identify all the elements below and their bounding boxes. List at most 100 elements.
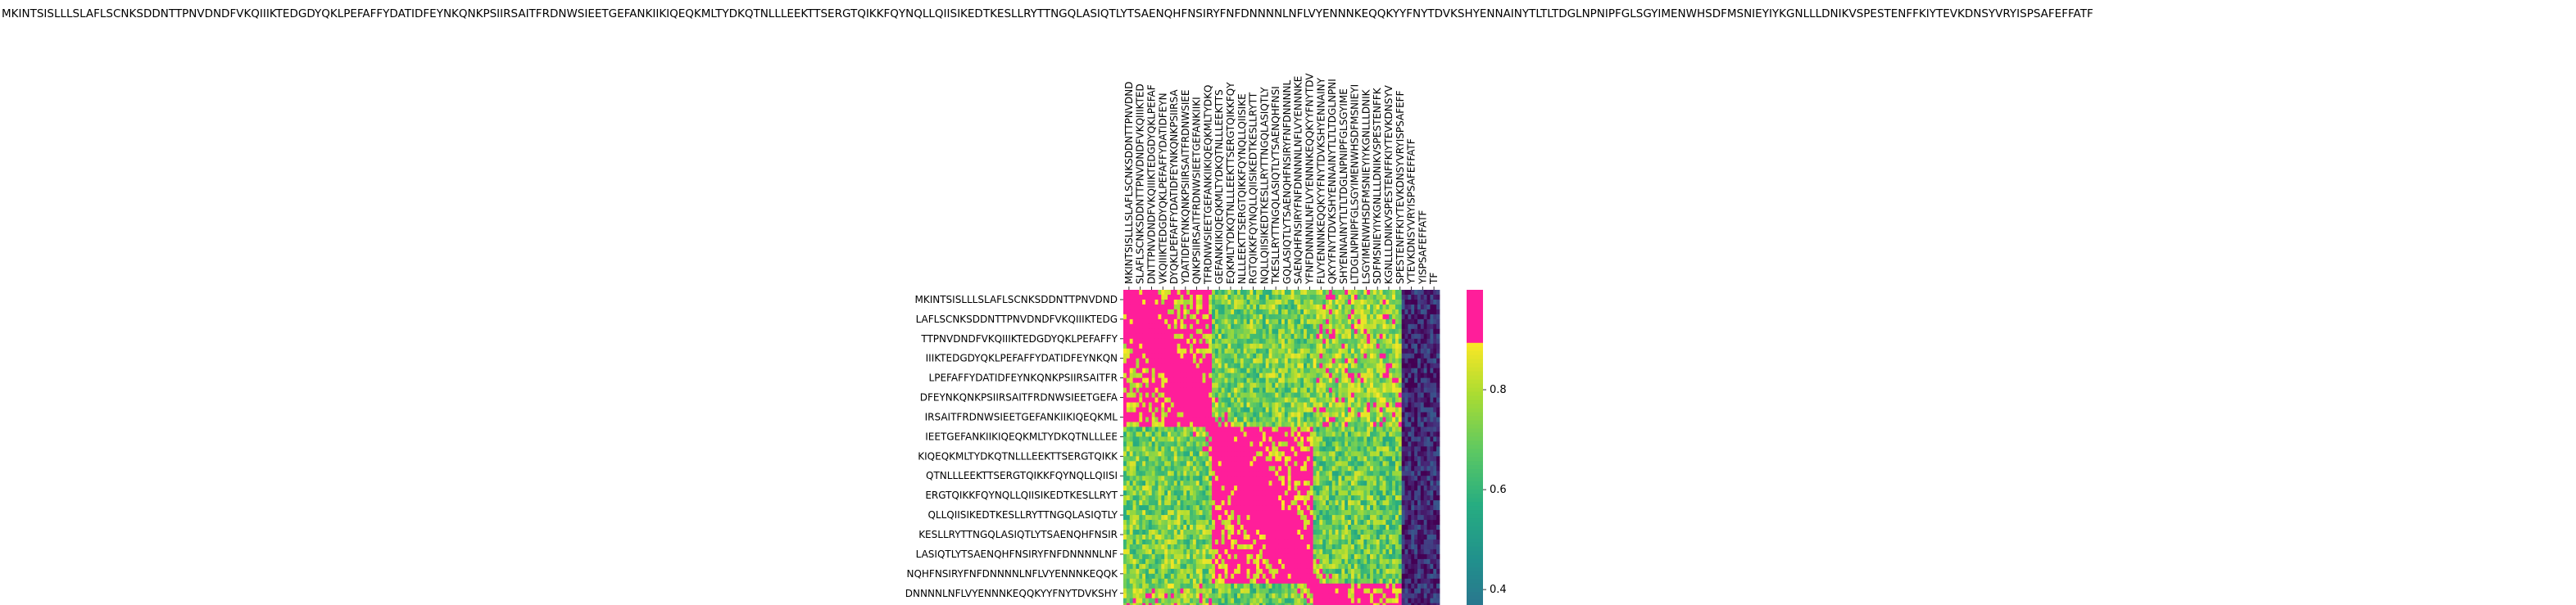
heatmap-cell — [1195, 333, 1200, 340]
heatmap-cell — [1414, 353, 1418, 359]
heatmap-cell — [1227, 436, 1231, 442]
heatmap-cell — [1382, 412, 1386, 418]
heatmap-cell — [1372, 471, 1377, 476]
heatmap-cell — [1262, 304, 1267, 310]
heatmap-cell — [1212, 382, 1216, 388]
heatmap-cell — [1253, 353, 1257, 359]
heatmap-cell — [1253, 461, 1257, 467]
heatmap-cell — [1262, 495, 1267, 501]
heatmap-cell — [1234, 530, 1238, 535]
heatmap-cell — [1218, 495, 1222, 501]
heatmap-cell — [1190, 461, 1194, 467]
heatmap-cell — [1389, 530, 1393, 535]
heatmap-cell — [1170, 485, 1175, 491]
heatmap-cell — [1284, 456, 1289, 462]
heatmap-cell — [1123, 441, 1127, 447]
heatmap-cell — [1186, 471, 1190, 476]
heatmap-cell — [1297, 397, 1301, 403]
heatmap-cell — [1158, 446, 1162, 452]
heatmap-cell — [1148, 505, 1153, 511]
heatmap-cell — [1426, 490, 1431, 496]
heatmap-cell — [1354, 353, 1358, 359]
heatmap-cell — [1218, 530, 1222, 535]
heatmap-cell — [1316, 338, 1320, 345]
heatmap-cell — [1392, 363, 1396, 369]
heatmap-cell — [1284, 446, 1289, 452]
heatmap-cell — [1249, 304, 1254, 310]
heatmap-cell — [1148, 436, 1153, 442]
heatmap-cell — [1350, 377, 1355, 384]
heatmap-cell — [1309, 466, 1313, 472]
heatmap-cell — [1154, 392, 1159, 398]
heatmap-cell — [1180, 520, 1184, 526]
heatmap-cell — [1357, 515, 1361, 521]
heatmap-cell — [1129, 466, 1133, 472]
heatmap-cell — [1177, 328, 1181, 335]
heatmap-cell — [1249, 476, 1254, 481]
heatmap-cell — [1350, 387, 1355, 393]
heatmap-cell — [1227, 333, 1231, 340]
heatmap-cell — [1240, 461, 1245, 467]
heatmap-cell — [1398, 515, 1403, 521]
heatmap-cell — [1221, 333, 1225, 340]
heatmap-cell — [1382, 343, 1386, 350]
heatmap-cell — [1284, 407, 1289, 413]
heatmap-cell — [1268, 471, 1272, 476]
heatmap-cell — [1262, 397, 1267, 403]
heatmap-cell — [1379, 294, 1383, 300]
heatmap-cell — [1183, 495, 1187, 501]
heatmap-cell — [1350, 412, 1355, 418]
heatmap-cell — [1212, 377, 1216, 384]
heatmap-cell — [1370, 510, 1374, 516]
heatmap-cell — [1268, 412, 1272, 418]
heatmap-cell — [1313, 368, 1317, 374]
heatmap-cell — [1322, 476, 1327, 481]
heatmap-cell — [1420, 290, 1425, 296]
heatmap-cell — [1395, 427, 1399, 432]
heatmap-cell — [1170, 431, 1175, 437]
heatmap-cell — [1309, 363, 1313, 369]
heatmap-cell — [1433, 328, 1437, 335]
heatmap-cell — [1151, 407, 1155, 413]
heatmap-cell — [1316, 436, 1320, 442]
heatmap-cell — [1218, 466, 1222, 472]
heatmap-cell — [1173, 515, 1178, 521]
heatmap-cell — [1309, 505, 1313, 511]
heatmap-cell — [1212, 417, 1216, 422]
heatmap-cell — [1367, 485, 1371, 491]
heatmap-cell — [1316, 392, 1320, 398]
heatmap-cell — [1256, 456, 1260, 462]
heatmap-cell — [1417, 446, 1422, 452]
heatmap-cell — [1259, 446, 1263, 452]
heatmap-cell — [1313, 328, 1317, 335]
heatmap-cell — [1158, 363, 1162, 369]
heatmap-cell — [1186, 451, 1190, 457]
heatmap-cell — [1265, 304, 1269, 310]
heatmap-cell — [1209, 338, 1213, 345]
heatmap-cell — [1234, 333, 1238, 340]
heatmap-cell — [1354, 436, 1358, 442]
heatmap-cell — [1389, 348, 1393, 354]
heatmap-cell — [1168, 402, 1172, 408]
heatmap-cell — [1404, 333, 1408, 340]
heatmap-cell — [1234, 314, 1238, 320]
heatmap-cell — [1345, 530, 1349, 535]
heatmap-cell — [1205, 309, 1209, 315]
heatmap-cell — [1158, 304, 1162, 310]
heatmap-cell — [1256, 471, 1260, 476]
heatmap-cell — [1161, 343, 1165, 350]
heatmap-cell — [1227, 353, 1231, 359]
heatmap-cell — [1231, 372, 1235, 379]
heatmap-cell — [1190, 422, 1194, 427]
heatmap-cell — [1224, 427, 1228, 432]
heatmap-cell — [1148, 368, 1153, 374]
heatmap-cell — [1180, 323, 1184, 330]
heatmap-cell — [1341, 328, 1345, 335]
heatmap-cell — [1259, 348, 1263, 354]
heatmap-cell — [1319, 358, 1323, 364]
heatmap-cell — [1253, 495, 1257, 501]
heatmap-cell — [1234, 471, 1238, 476]
heatmap-cell — [1275, 427, 1279, 432]
heatmap-cell — [1430, 456, 1434, 462]
heatmap-cell — [1404, 290, 1408, 296]
